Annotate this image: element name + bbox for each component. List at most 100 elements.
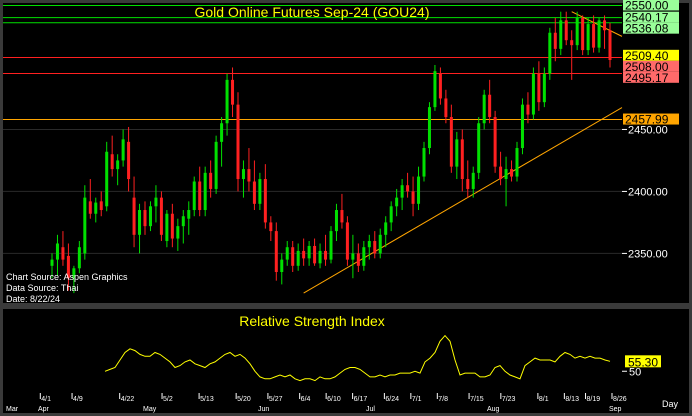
date-tick-label: 7/23 xyxy=(502,396,516,403)
candle-body xyxy=(225,79,229,124)
price-level-box xyxy=(623,0,679,11)
date-tick-label: 8/1 xyxy=(539,396,549,403)
candle-body xyxy=(515,148,519,177)
date-tick-label: 8/26 xyxy=(613,396,627,403)
candle-body xyxy=(66,255,70,279)
candle-body xyxy=(55,243,59,260)
candle-body xyxy=(581,17,585,51)
candle-body xyxy=(50,259,54,266)
candle-body xyxy=(455,139,459,167)
month-label: Jun xyxy=(258,406,269,413)
candle-body xyxy=(367,241,371,248)
date-tick-label: 5/13 xyxy=(200,396,214,403)
candle-body xyxy=(148,206,152,227)
candle-body xyxy=(291,247,295,266)
date-tick-label: 7/1 xyxy=(412,396,422,403)
candle-body xyxy=(345,222,349,260)
price-level-lines xyxy=(3,4,622,121)
candle-body xyxy=(83,197,87,254)
candle-body xyxy=(531,73,535,115)
candle-body xyxy=(575,17,579,46)
candle-body xyxy=(181,216,185,227)
candle-body xyxy=(318,250,322,264)
date-axis-panel xyxy=(3,393,689,413)
candle-body xyxy=(499,166,503,180)
rsi-value-label: 55.30 xyxy=(628,355,658,369)
candle-body xyxy=(220,123,224,142)
candle-body xyxy=(471,172,475,189)
price-panel xyxy=(3,3,622,303)
date-tick-label: 7/8 xyxy=(438,396,448,403)
candle-body xyxy=(138,210,142,235)
date-tick-label: 4/9 xyxy=(73,396,83,403)
candle-body xyxy=(373,241,377,254)
candle-body xyxy=(280,259,284,273)
candle-body xyxy=(324,250,328,260)
candle-body xyxy=(340,210,344,223)
data-source-text: Data Source: Thai xyxy=(6,283,79,293)
candle-body xyxy=(247,169,251,182)
candle-body xyxy=(449,117,453,167)
candle-body xyxy=(170,213,174,239)
candle-body xyxy=(192,181,196,211)
rsi-tick-label: 50 xyxy=(629,366,641,378)
date-tick-label: 5/27 xyxy=(269,396,283,403)
candle-body xyxy=(77,247,81,269)
candle-body xyxy=(99,201,103,211)
trendlines xyxy=(303,11,623,294)
candle-body xyxy=(121,139,125,161)
candle-body xyxy=(411,191,415,204)
price-level-label: 2495.17 xyxy=(625,71,669,85)
candle-body xyxy=(116,160,120,170)
candle-body xyxy=(438,73,442,99)
rsi-line xyxy=(104,334,611,382)
date-tick-label: 4/22 xyxy=(121,396,135,403)
candle-body xyxy=(570,40,574,46)
candle-body xyxy=(274,231,278,273)
trendline-resistance xyxy=(571,11,623,37)
rsi-series xyxy=(104,334,611,382)
candle-body xyxy=(422,148,426,177)
candle-body xyxy=(526,104,530,115)
rsi-axis-panel xyxy=(622,309,689,393)
candle-body xyxy=(548,32,552,74)
candle-body xyxy=(592,24,596,48)
candle-body xyxy=(143,210,147,227)
candle-body xyxy=(427,107,431,149)
trendline-support xyxy=(303,107,623,294)
candle-body xyxy=(313,245,317,264)
price-level-box xyxy=(623,11,679,23)
rsi-title: Relative Strength Index xyxy=(239,313,385,329)
candle-body xyxy=(460,139,464,180)
month-label: Sep xyxy=(609,406,622,413)
candle-body xyxy=(559,20,563,49)
candle-body xyxy=(263,179,267,223)
candle-body xyxy=(400,185,404,198)
date-tick-label: 6/17 xyxy=(354,396,368,403)
chart-source-text: Chart Source: Aspen Graphics xyxy=(6,272,128,282)
candle-body xyxy=(110,154,114,170)
candle-body xyxy=(198,181,202,211)
date-tick-label: 8/13 xyxy=(565,396,579,403)
date-tick-label: 6/4 xyxy=(301,396,311,403)
candle-body xyxy=(258,179,262,204)
rsi-value-box xyxy=(625,355,661,368)
month-label: Mar xyxy=(6,406,19,413)
month-label: Jul xyxy=(366,406,375,413)
price-level-label: 2536.08 xyxy=(625,22,669,36)
candle-body xyxy=(94,202,98,214)
price-level-box xyxy=(623,113,679,125)
candle-body xyxy=(302,250,306,259)
candle-body xyxy=(329,231,333,260)
candle-body xyxy=(334,210,338,232)
candle-body xyxy=(159,197,163,235)
candle-body xyxy=(362,247,366,266)
candle-body xyxy=(553,32,557,49)
candle-body xyxy=(488,94,492,118)
candle-body xyxy=(132,197,136,235)
candle-body xyxy=(72,268,76,279)
candle-body xyxy=(384,222,388,235)
